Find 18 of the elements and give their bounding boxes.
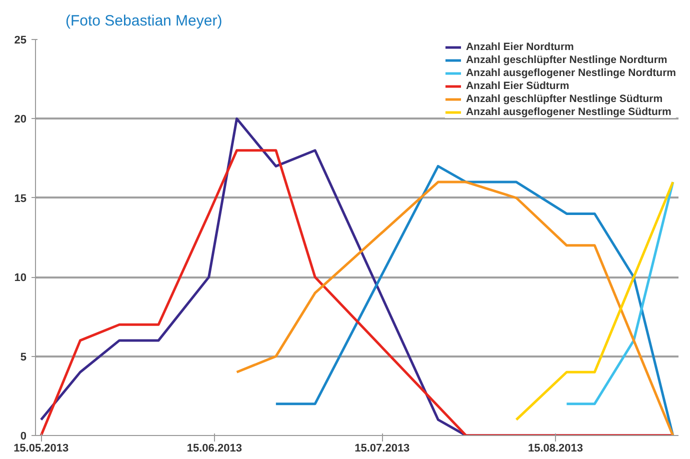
line-series [515, 180, 674, 421]
y-tick-label: 25 [14, 34, 27, 46]
y-tick-label: 5 [20, 351, 27, 364]
text: (Foto Sebastian Meyer) [66, 12, 222, 30]
legend-label: Anzahl ausgeflogener Nestlinge Nordturm [466, 67, 676, 79]
x-tick-label: 15.07.2013 [354, 442, 410, 454]
legend-label: Anzahl Eier Südturm [466, 80, 570, 92]
legend-label: Anzahl geschlüpfter Nestlinge Südturm [466, 93, 663, 105]
y-tick-label: 0 [20, 430, 27, 442]
y-tick-label: 10 [14, 272, 27, 284]
x-tick-label: 15.08.2013 [528, 442, 584, 454]
x-tick-label: 15.05.2013 [14, 442, 69, 454]
legend-label: Anzahl ausgeflogener Nestlinge Südturm [466, 106, 672, 118]
legend-label: Anzahl Eier Nordturm [466, 41, 574, 53]
y-tick-label: 15 [14, 192, 27, 205]
y-tick-label: 20 [14, 114, 27, 126]
x-tick-label: 15.06.2013 [186, 442, 242, 454]
legend-label: Anzahl geschlüpfter Nestlinge Nordturm [466, 54, 668, 66]
